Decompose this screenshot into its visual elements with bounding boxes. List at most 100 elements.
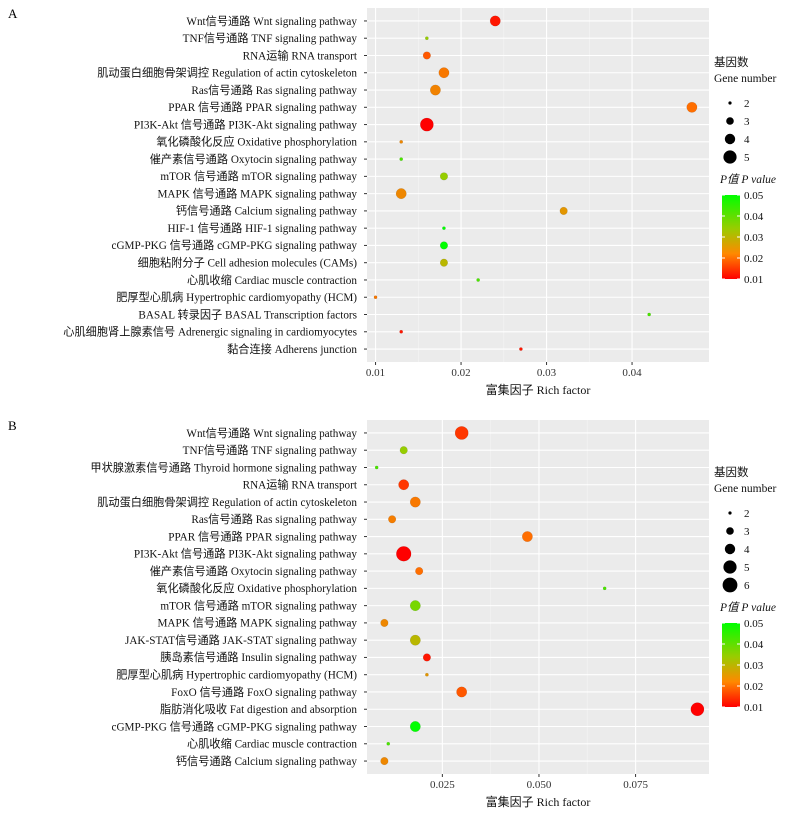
data-point (399, 446, 408, 455)
size-legend-label: 3 (744, 526, 750, 538)
category-label: TNF信号通路 TNF signaling pathway (183, 443, 358, 457)
size-legend-label: 5 (744, 152, 750, 164)
color-legend-title: P值 P value (719, 601, 776, 614)
category-label: cGMP-PKG 信号通路 cGMP-PKG signaling pathway (112, 719, 358, 733)
data-point (396, 546, 412, 562)
category-label: 胰岛素信号通路 Insulin signaling pathway (160, 650, 357, 664)
color-legend-label: 0.04 (744, 211, 764, 223)
category-label: 心肌细胞肾上腺素信号 Adrenergic signaling in cardi… (63, 325, 357, 339)
data-point (409, 634, 421, 646)
size-legend-title-cn: 基因数 (714, 55, 749, 69)
x-tick-label: 0.025 (430, 779, 455, 791)
category-label: cGMP-PKG 信号通路 cGMP-PKG signaling pathway (112, 238, 358, 252)
category-label: HIF-1 信号通路 HIF-1 signaling pathway (167, 221, 357, 235)
category-label: PPAR 信号通路 PPAR signaling pathway (168, 529, 357, 543)
color-legend-label: 0.01 (744, 274, 763, 286)
size-legend-label: 2 (744, 98, 750, 110)
data-point (439, 172, 449, 181)
category-label: 催产素信号通路 Oxytocin signaling pathway (150, 152, 358, 166)
category-label: 氧化磷酸化反应 Oxidative phosphorylation (156, 135, 357, 149)
size-legend-label: 5 (744, 562, 750, 574)
category-label: 催产素信号通路 Oxytocin signaling pathway (150, 564, 358, 578)
category-label: Wnt信号通路 Wnt signaling pathway (186, 14, 357, 28)
x-tick-label: 0.03 (537, 367, 557, 379)
category-label: RNA运输 RNA transport (243, 48, 358, 62)
size-legend-key (726, 527, 734, 535)
color-legend-label: 0.05 (744, 190, 764, 202)
category-label: Ras信号通路 Ras signaling pathway (191, 83, 357, 97)
data-point (425, 36, 429, 41)
data-point (409, 496, 421, 508)
category-label: mTOR 信号通路 mTOR signaling pathway (160, 169, 357, 183)
data-point (439, 258, 449, 267)
category-label: 甲状腺激素信号通路 Thyroid hormone signaling path… (90, 460, 357, 474)
data-point (373, 295, 378, 300)
data-point (398, 479, 410, 491)
data-point (489, 15, 501, 27)
data-point (686, 101, 698, 113)
data-point (388, 515, 397, 524)
data-point (429, 84, 441, 96)
category-label: PI3K-Akt 信号通路 PI3K-Akt signaling pathway (134, 117, 358, 131)
category-label: 心肌收缩 Cardiac muscle contraction (187, 273, 357, 287)
data-point (422, 653, 431, 662)
plot-background (367, 420, 709, 774)
color-legend-label: 0.02 (744, 681, 763, 693)
data-point (422, 51, 431, 60)
size-legend-key (723, 150, 737, 164)
data-point (454, 426, 469, 440)
category-label: 肌动蛋白细胞骨架调控 Regulation of actin cytoskele… (97, 495, 357, 509)
x-axis-title: 富集因子 Rich factor (486, 382, 591, 397)
data-point (438, 67, 450, 79)
category-label: 肥厚型心肌病 Hypertrophic cardiomyopathy (HCM) (116, 290, 357, 304)
data-point (409, 600, 421, 612)
size-legend-label: 6 (744, 580, 750, 592)
data-point (425, 672, 429, 677)
size-legend-key (726, 117, 734, 125)
category-label: 氧化磷酸化反应 Oxidative phosphorylation (156, 581, 357, 595)
category-label: PI3K-Akt 信号通路 PI3K-Akt signaling pathway (134, 547, 358, 561)
size-legend-label: 4 (744, 544, 750, 556)
size-legend-key (724, 133, 736, 145)
data-point (442, 226, 446, 231)
x-tick-label: 0.02 (451, 367, 470, 379)
data-point (380, 618, 389, 627)
data-point (399, 329, 404, 334)
data-point (476, 278, 480, 282)
data-point (409, 721, 421, 732)
size-legend-title-cn: 基因数 (714, 465, 749, 479)
size-legend-label: 2 (744, 508, 750, 520)
color-legend-label: 0.03 (744, 660, 764, 672)
size-legend-label: 3 (744, 116, 750, 128)
category-label: MAPK 信号通路 MAPK signaling pathway (157, 186, 357, 200)
chart-panel-a: Wnt信号通路 Wnt signaling pathway TNF信号通路 TNF… (63, 8, 776, 397)
data-point (420, 117, 434, 132)
data-point (521, 531, 533, 543)
color-legend-label: 0.01 (744, 702, 763, 714)
x-tick-label: 0.075 (623, 779, 648, 791)
data-point (395, 188, 407, 200)
data-point (519, 347, 523, 351)
data-point (399, 139, 404, 144)
category-label: 黏合连接 Adherens junction (227, 342, 357, 356)
category-label: 肥厚型心肌病 Hypertrophic cardiomyopathy (HCM) (116, 668, 357, 682)
size-legend-key (723, 560, 737, 574)
category-label: 肌动蛋白细胞骨架调控 Regulation of actin cytoskele… (97, 66, 357, 80)
data-point (439, 241, 449, 250)
size-legend-key (722, 577, 738, 593)
data-point (456, 686, 468, 698)
color-legend-bar (722, 623, 740, 707)
x-tick-label: 0.01 (366, 367, 385, 379)
data-point (399, 157, 404, 161)
category-label: 脂肪消化吸收 Fat digestion and absorption (160, 702, 357, 716)
panel-label-a: A (8, 6, 18, 21)
x-tick-label: 0.04 (622, 367, 642, 379)
category-label: PPAR 信号通路 PPAR signaling pathway (168, 100, 357, 114)
plot-background (367, 8, 709, 362)
data-point (386, 741, 391, 746)
category-label: BASAL 转录因子 BASAL Transcription factors (138, 307, 357, 321)
color-legend-title: P值 P value (719, 173, 776, 186)
category-label: FoxO 信号通路 FoxO signaling pathway (171, 685, 357, 699)
panel-label-b: B (8, 418, 17, 433)
data-point (602, 586, 607, 591)
